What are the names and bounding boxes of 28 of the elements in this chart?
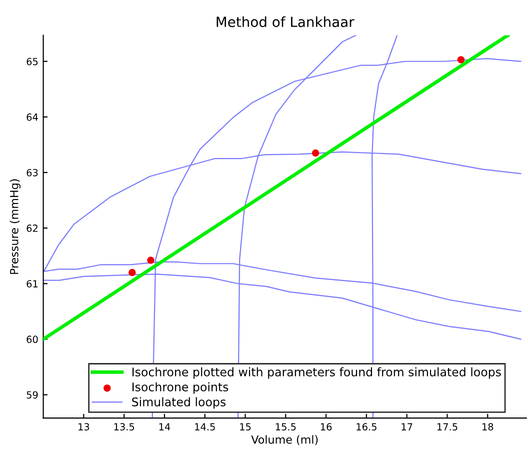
x-tick-label: 15 [240, 423, 251, 430]
y-tick-label: 60 [26, 336, 38, 344]
legend-label: Isochrone points [132, 382, 228, 394]
x-tick-label: 15.5 [276, 423, 296, 430]
point [128, 268, 136, 276]
y-tick-label: 59 [26, 391, 38, 399]
y-tick-label: 65 [26, 58, 38, 66]
x-tick-label: 17.5 [437, 423, 458, 430]
legend-label: Isochrone plotted with parameters found from simulated loops [132, 367, 501, 379]
x-tick-label: 14 [159, 423, 170, 430]
x-tick-label: 13.5 [114, 423, 134, 430]
y-tick-label: 63 [26, 168, 38, 176]
x-tick-label: 18 [482, 423, 494, 430]
point [147, 256, 154, 264]
legend-label: Simulated loops [132, 397, 226, 409]
point [312, 149, 320, 157]
x-tick-label: 17 [402, 423, 412, 430]
x-tick-label: 16 [320, 423, 332, 430]
chart-title: Method of Lankhaar [216, 16, 354, 28]
x-tick-label: 14.5 [195, 423, 215, 430]
x-axis-title: Volume (ml) [251, 435, 318, 446]
y-axis-title: Pressure (mmHg) [10, 179, 21, 274]
x-tick-label: 16.5 [356, 423, 376, 430]
point [457, 56, 465, 64]
y-tick-label: 64 [26, 113, 38, 121]
y-tick-label: 62 [26, 224, 38, 232]
y-tick-label: 61 [26, 280, 38, 288]
x-tick-label: 13 [78, 423, 90, 430]
